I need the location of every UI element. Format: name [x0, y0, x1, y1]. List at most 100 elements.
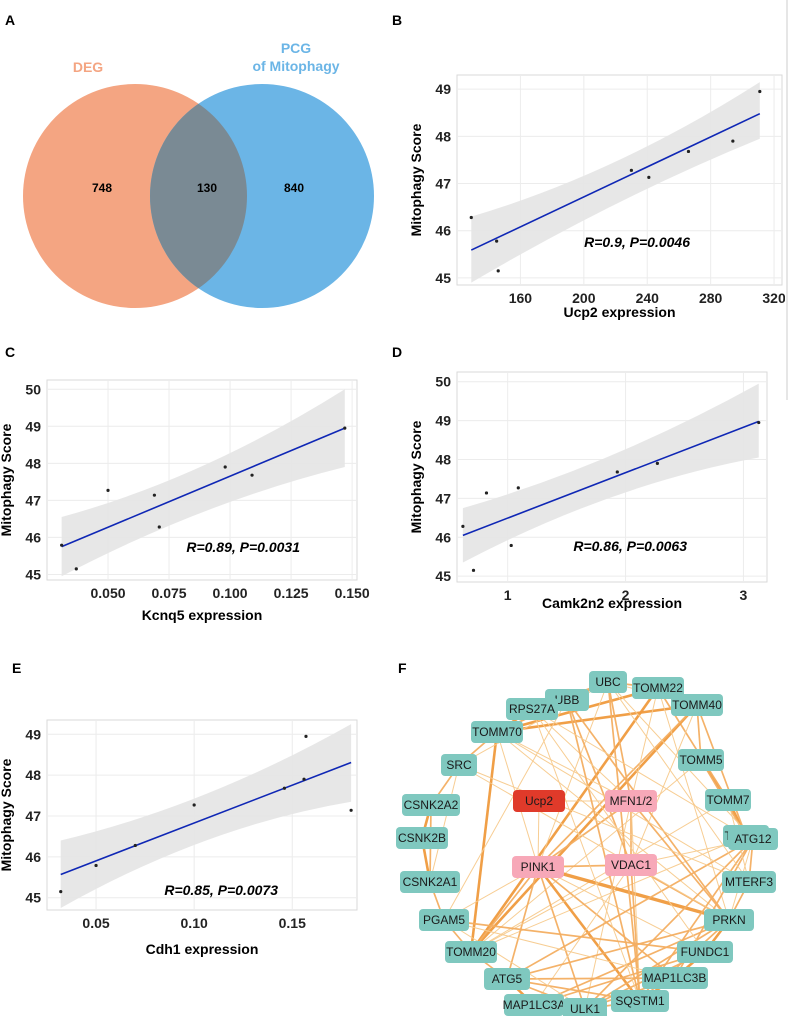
- data-point: [74, 567, 78, 571]
- confidence-band: [462, 383, 759, 563]
- x-tick-label: 0.075: [152, 585, 187, 601]
- node-box: [419, 909, 469, 931]
- node-box: [677, 941, 733, 963]
- correlation-annotation: R=0.89, P=0.0031: [186, 539, 300, 555]
- node-csnk2b: CSNK2B: [396, 827, 448, 849]
- network-edge: [630, 800, 641, 1002]
- node-label: UBC: [595, 675, 621, 689]
- network-edge: [429, 764, 460, 883]
- y-tick-label: 49: [25, 726, 41, 742]
- node-label: TOMM20: [446, 945, 496, 959]
- node-box: [512, 856, 564, 878]
- venn-pcg-label-1: PCG: [281, 40, 311, 56]
- y-tick-label: 48: [435, 128, 451, 144]
- venn-left-count: 748: [92, 181, 112, 195]
- data-point: [509, 543, 513, 548]
- network-edge: [469, 731, 499, 953]
- node-tomm40: TOMM40: [671, 694, 723, 716]
- network-edge: [469, 687, 660, 953]
- y-tick-label: 49: [25, 418, 41, 434]
- network-edge: [607, 681, 750, 883]
- data-point: [471, 568, 476, 572]
- data-point: [484, 491, 489, 495]
- network-edge: [443, 919, 706, 953]
- data-point: [282, 786, 287, 790]
- node-ulk1: ULK1: [563, 998, 607, 1016]
- network-edge: [506, 919, 730, 980]
- node-atg5: ATG5: [484, 968, 530, 990]
- node-label: TOMM40: [672, 698, 722, 712]
- network-edge: [443, 919, 676, 979]
- data-point: [59, 890, 63, 894]
- network-edge: [470, 864, 632, 953]
- y-tick-label: 46: [435, 529, 451, 545]
- node-box: [642, 967, 708, 989]
- node-src: SRC: [441, 754, 477, 776]
- node-label: TOMM22: [633, 681, 683, 695]
- node-label: RPS27A: [509, 702, 555, 716]
- x-tick-label: 280: [699, 290, 723, 306]
- data-point: [304, 734, 308, 738]
- network-edge: [630, 687, 659, 802]
- node-box: [484, 968, 530, 990]
- y-axis-label: Mitophagy Score: [0, 423, 14, 536]
- node-label: TOMM70: [472, 725, 522, 739]
- node-tomm5: TOMM5: [678, 749, 724, 771]
- node-box: [563, 998, 607, 1016]
- network-edge: [630, 800, 730, 921]
- node-box: [605, 790, 657, 812]
- node-label: TOMM7: [706, 793, 749, 807]
- data-point: [192, 803, 196, 807]
- data-point: [655, 461, 659, 465]
- node-rps27a: RPS27A: [506, 698, 558, 720]
- data-point: [152, 493, 157, 497]
- panel-label-f: F: [398, 660, 407, 676]
- y-axis-label: Mitophagy Score: [408, 420, 424, 533]
- node-tomm70: TOMM70: [471, 721, 523, 743]
- network-edge: [537, 866, 706, 953]
- panel-label-d: D: [392, 344, 403, 360]
- network-edge: [470, 835, 747, 953]
- node-box: [704, 909, 754, 931]
- x-tick-label: 320: [762, 290, 785, 306]
- node-box: [611, 990, 669, 1012]
- node-box: [441, 754, 477, 776]
- x-tick-label: 2: [622, 587, 630, 603]
- node-label: PGAM5: [423, 913, 465, 927]
- node-prkn: PRKN: [704, 909, 754, 931]
- node-label: CSNK2A1: [403, 875, 458, 889]
- y-tick-label: 50: [435, 374, 451, 390]
- node-label: UBB: [555, 693, 580, 707]
- data-point: [349, 808, 353, 812]
- x-tick-label: 200: [572, 290, 596, 306]
- node-fundc1: FUNDC1: [677, 941, 733, 963]
- node-tomm22: TOMM22: [632, 677, 684, 699]
- y-tick-label: 48: [435, 452, 451, 468]
- x-tick-label: 160: [509, 290, 533, 306]
- node-label: FUNDC1: [681, 945, 730, 959]
- data-point: [157, 525, 161, 529]
- y-axis-label: Mitophagy Score: [0, 758, 14, 871]
- panel-label-b: B: [392, 12, 403, 28]
- network-edge: [537, 681, 609, 868]
- data-point: [516, 486, 520, 490]
- node-box: [504, 994, 564, 1016]
- network-edge: [531, 708, 641, 1002]
- x-axis-label: Camk2n2 expression: [542, 595, 682, 611]
- x-tick-label: 0.15: [279, 915, 306, 931]
- node-box: [605, 854, 657, 876]
- page-scrollbar: [786, 0, 788, 400]
- node-box: [722, 871, 776, 893]
- data-point: [647, 175, 651, 180]
- network-edge: [506, 866, 539, 980]
- data-point: [758, 89, 762, 94]
- node-label: MTERF3: [725, 875, 773, 889]
- node-csnk2a2: CSNK2A2: [402, 794, 460, 816]
- node-box: [400, 871, 460, 893]
- node-box: [705, 789, 751, 811]
- data-point: [757, 420, 761, 425]
- node-map1lc3b: MAP1LC3B: [642, 967, 708, 989]
- data-point: [223, 465, 227, 469]
- data-point: [495, 239, 499, 243]
- y-tick-label: 47: [435, 176, 451, 192]
